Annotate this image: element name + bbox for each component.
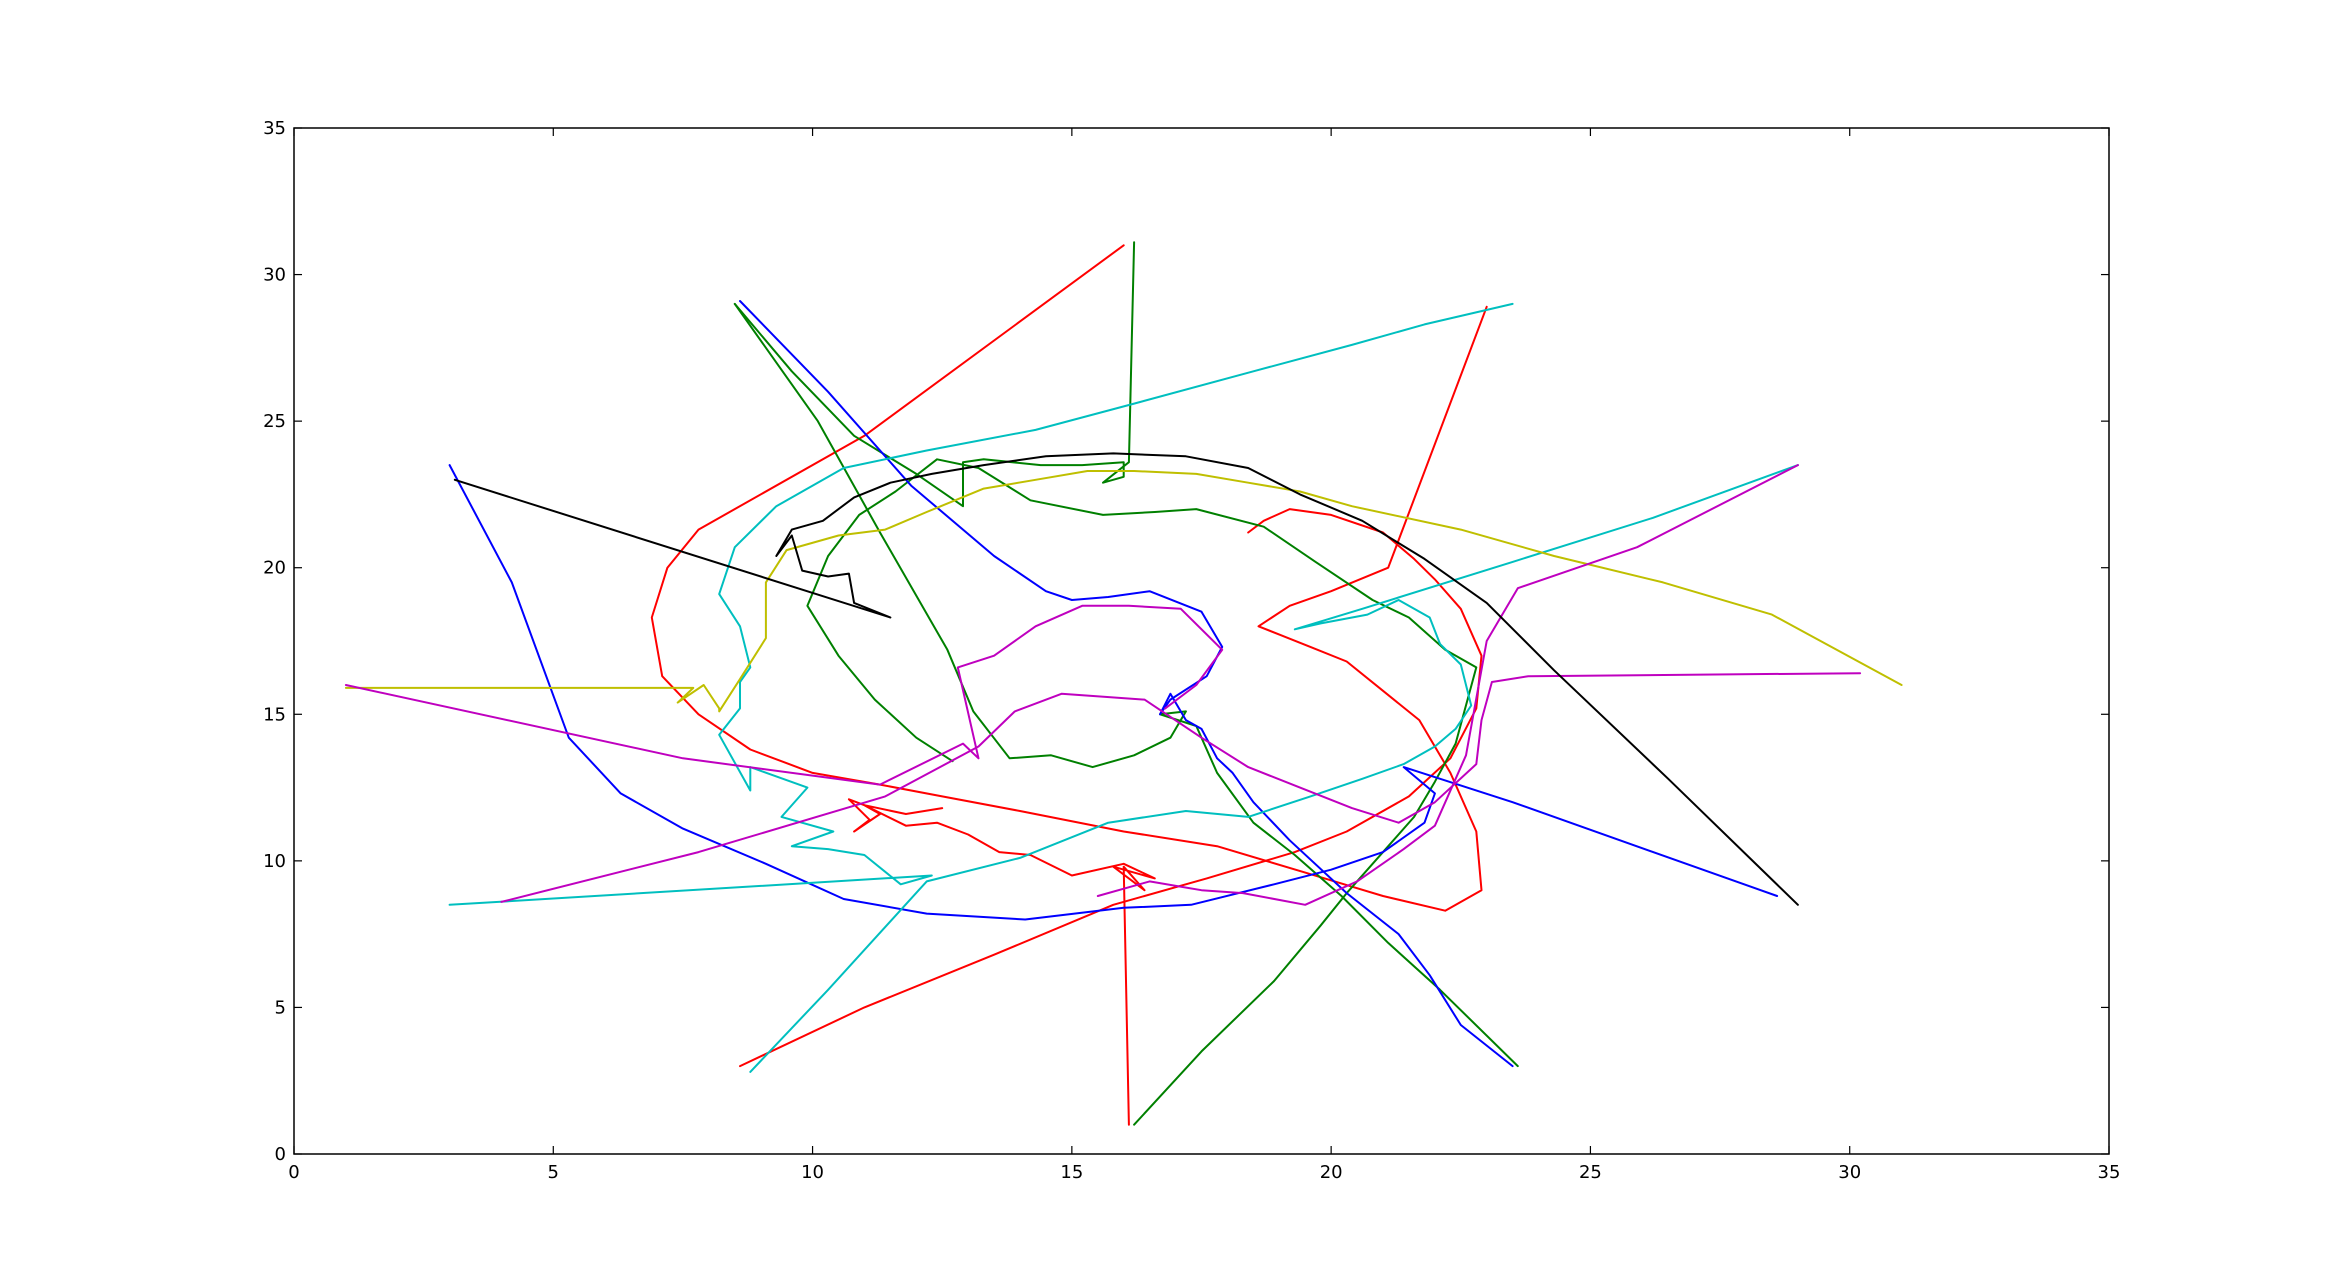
axes-frame [293,127,2110,1155]
x-tick-label: 10 [801,1162,824,1183]
y-tick-label: 15 [263,704,286,725]
series-line-3 [847,798,1156,1126]
y-tick-label: 20 [263,558,286,579]
y-tick-label: 0 [275,1144,286,1165]
y-tick-label: 25 [263,411,286,432]
x-tick-label: 0 [288,1162,299,1183]
series-line-13 [500,672,1862,903]
series-line-1 [650,244,1488,912]
y-tick-label: 10 [263,851,286,872]
y-tick-label: 30 [263,265,286,286]
ticks-layer: 0 5 10 15 20 25 30 35 0 5 10 15 20 25 30 35 [263,118,2120,1183]
x-tick-label: 35 [2098,1162,2121,1183]
series-line-7 [739,300,1514,1068]
x-tick-label: 20 [1320,1162,1343,1183]
series-line-4 [733,241,1136,508]
x-tick-label: 5 [548,1162,559,1183]
x-tick-label: 15 [1060,1162,1083,1183]
series-line-2 [739,508,1483,1068]
series-line-14 [1096,464,1799,906]
series-line-11 [344,470,1903,713]
x-tick-label: 25 [1579,1162,1602,1183]
series-line-12 [344,604,1224,786]
y-tick-label: 5 [275,997,286,1018]
series-line-9 [448,302,1514,906]
series-line-6 [733,302,1519,1068]
series-line-8 [448,464,1779,921]
series-line-5 [806,458,1478,1126]
x-tick-label: 30 [1838,1162,1861,1183]
series-layer [344,241,1903,1126]
series-line-10 [749,464,1799,1073]
y-tick-label: 35 [263,118,286,139]
series-line-15 [453,452,1799,906]
